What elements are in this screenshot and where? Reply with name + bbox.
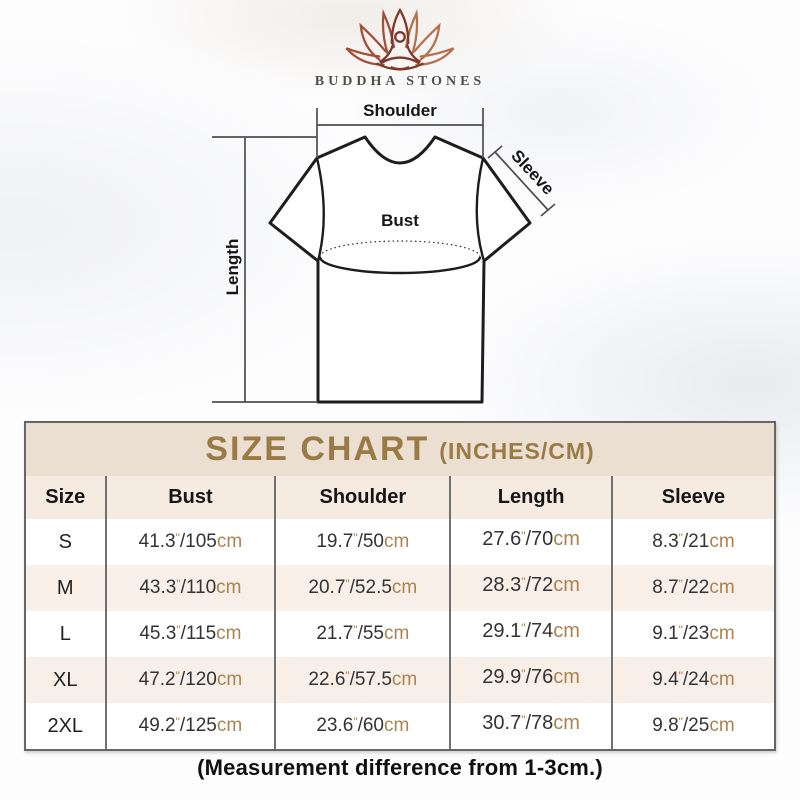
length-value: 29.1"/74cm <box>449 611 611 657</box>
sleeve-value: 9.1"/23cm <box>610 611 774 657</box>
table-row: S 41.3"/105cm 19.7"/50cm 27.6"/70cm 8.3"/21c… <box>26 519 774 565</box>
table-row: 2XL 49.2"/125cm 23.6"/60cm 30.7"/78cm 9.8"/2… <box>26 703 774 749</box>
armhole-seam-left <box>315 157 325 262</box>
bust-line-solid <box>318 256 482 275</box>
sleeve-measure-lines <box>487 145 556 217</box>
shoulder-value: 21.7"/55cm <box>274 611 449 657</box>
shoulder-value: 19.7"/50cm <box>274 519 449 565</box>
shoulder-value: 23.6"/60cm <box>274 703 449 749</box>
length-label: Length <box>223 239 242 296</box>
tshirt-outline <box>268 135 532 404</box>
size-value: 2XL <box>47 714 84 737</box>
lotus-meditation-icon <box>345 7 455 71</box>
sleeve-value: 8.3"/21cm <box>610 519 774 565</box>
size-value: L <box>59 622 71 645</box>
size-value: M <box>56 576 74 599</box>
bust-value: 43.3"/110cm <box>104 565 275 611</box>
bust-value: 47.2"/120cm <box>104 657 275 703</box>
col-header-bust: Bust <box>104 476 275 519</box>
size-chart-title: SIZE CHART <box>205 430 430 468</box>
sleeve-value: 8.7"/22cm <box>610 565 774 611</box>
table-body: S 41.3"/105cm 19.7"/50cm 27.6"/70cm 8.3"/21c… <box>26 519 774 749</box>
size-chart-units: (INCHES/CM) <box>439 438 595 464</box>
brand-header: BUDDHA STONES <box>0 6 800 90</box>
size-value: XL <box>53 668 78 691</box>
shoulder-value: 20.7"/52.5cm <box>274 565 449 611</box>
tshirt-measurement-diagram: Shoulder Length Sleeve Bust <box>212 101 558 404</box>
shoulder-value: 22.6"/57.5cm <box>274 657 449 703</box>
col-header-sleeve: Sleeve <box>610 476 774 519</box>
bust-value: 45.3"/115cm <box>104 611 275 657</box>
sleeve-label: Sleeve <box>507 146 558 198</box>
shoulder-label: Shoulder <box>363 101 437 120</box>
armhole-seam-right <box>475 157 486 262</box>
length-value: 27.6"/70cm <box>449 519 611 565</box>
length-value: 28.3"/72cm <box>449 565 611 611</box>
size-chart-panel: SIZE CHART (INCHES/CM) Size Bust Shoulde… <box>24 421 776 751</box>
bust-label: Bust <box>381 211 419 230</box>
col-header-length: Length <box>449 476 611 519</box>
length-value: 29.9"/76cm <box>449 657 611 703</box>
brand-name: BUDDHA STONES <box>314 74 486 89</box>
bust-value: 49.2"/125cm <box>104 703 275 749</box>
bust-value: 41.3"/105cm <box>104 519 275 565</box>
size-chart-title-band: SIZE CHART (INCHES/CM) <box>26 423 774 476</box>
length-measure-lines <box>212 136 318 403</box>
table-row: L 45.3"/115cm 21.7"/55cm 29.1"/74cm 9.1"/23c… <box>26 611 774 657</box>
table-row: M 43.3"/110cm 20.7"/52.5cm 28.3"/72cm 8.7"/2… <box>26 565 774 611</box>
length-value: 30.7"/78cm <box>449 703 611 749</box>
col-header-shoulder: Shoulder <box>274 476 449 519</box>
table-header-row: Size Bust Shoulder Length Sleeve <box>26 476 774 519</box>
measurement-note: (Measurement difference from 1-3cm.) <box>197 755 603 780</box>
sleeve-value: 9.8"/25cm <box>610 703 774 749</box>
shoulder-measure-lines <box>316 108 484 158</box>
sleeve-value: 9.4"/24cm <box>610 657 774 703</box>
size-value: S <box>58 530 72 553</box>
col-header-size: Size <box>45 486 86 508</box>
table-row: XL 47.2"/120cm 22.6"/57.5cm 29.9"/76cm 9.4"/… <box>26 657 774 703</box>
